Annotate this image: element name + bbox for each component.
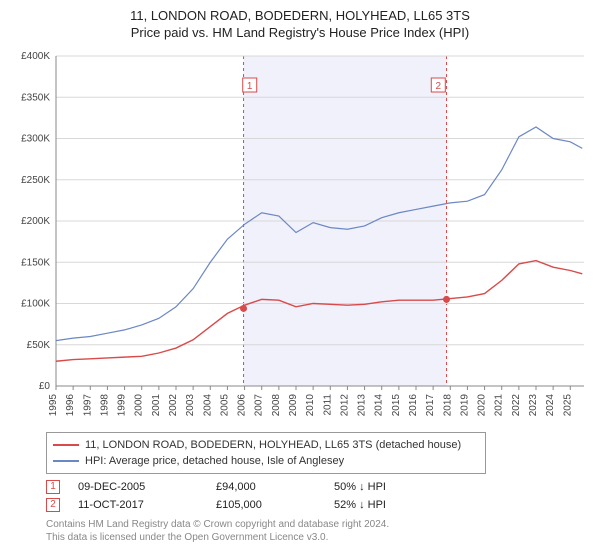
svg-text:£250K: £250K [21, 175, 50, 186]
svg-text:2008: 2008 [271, 394, 282, 417]
svg-text:2013: 2013 [357, 394, 368, 417]
svg-text:2020: 2020 [477, 394, 488, 417]
svg-text:£350K: £350K [21, 92, 50, 103]
svg-text:2024: 2024 [545, 394, 556, 417]
svg-text:1999: 1999 [117, 394, 128, 417]
marker-badge: 1 [46, 480, 60, 494]
footnote-line: This data is licensed under the Open Gov… [46, 531, 590, 544]
svg-text:2005: 2005 [219, 394, 230, 417]
marker-row: 1 09-DEC-2005 £94,000 50% ↓ HPI [46, 478, 590, 496]
svg-text:£150K: £150K [21, 257, 50, 268]
legend-swatch [53, 444, 79, 446]
svg-text:2007: 2007 [254, 394, 265, 417]
svg-text:2025: 2025 [562, 394, 573, 417]
legend-swatch [53, 460, 79, 462]
chart-container: { "titles": { "main": "11, LONDON ROAD, … [0, 0, 600, 550]
svg-text:2015: 2015 [391, 394, 402, 417]
marker-pct: 50% ↓ HPI [334, 481, 434, 493]
legend-label: HPI: Average price, detached house, Isle… [85, 455, 344, 467]
svg-text:2012: 2012 [339, 394, 350, 417]
svg-text:2003: 2003 [185, 394, 196, 417]
footnote-line: Contains HM Land Registry data © Crown c… [46, 518, 590, 531]
svg-text:2022: 2022 [511, 394, 522, 417]
svg-text:£400K: £400K [21, 51, 50, 62]
svg-text:2002: 2002 [168, 394, 179, 417]
marker-date: 09-DEC-2005 [78, 481, 198, 493]
svg-text:£0: £0 [39, 381, 51, 392]
svg-text:£200K: £200K [21, 216, 50, 227]
svg-text:1: 1 [247, 81, 253, 92]
footnote: Contains HM Land Registry data © Crown c… [46, 518, 590, 544]
svg-text:2018: 2018 [442, 394, 453, 417]
chart-titles: 11, LONDON ROAD, BODEDERN, HOLYHEAD, LL6… [10, 8, 590, 40]
svg-text:1997: 1997 [82, 394, 93, 417]
title-main: 11, LONDON ROAD, BODEDERN, HOLYHEAD, LL6… [10, 8, 590, 23]
svg-text:£100K: £100K [21, 299, 50, 310]
svg-text:1995: 1995 [48, 394, 59, 417]
legend: 11, LONDON ROAD, BODEDERN, HOLYHEAD, LL6… [46, 432, 486, 474]
marker-date: 11-OCT-2017 [78, 499, 198, 511]
svg-text:2001: 2001 [151, 394, 162, 417]
svg-text:2014: 2014 [374, 394, 385, 417]
svg-text:2004: 2004 [202, 394, 213, 417]
title-sub: Price paid vs. HM Land Registry's House … [10, 25, 590, 40]
legend-label: 11, LONDON ROAD, BODEDERN, HOLYHEAD, LL6… [85, 439, 461, 451]
svg-text:2021: 2021 [494, 394, 505, 417]
svg-text:2: 2 [436, 81, 442, 92]
legend-item-price-paid: 11, LONDON ROAD, BODEDERN, HOLYHEAD, LL6… [53, 437, 479, 453]
chart-svg: £0 £50K £100K £150K £200K £250K £300K £350K £400… [10, 46, 590, 426]
svg-text:1996: 1996 [65, 394, 76, 417]
marker-row: 2 11-OCT-2017 £105,000 52% ↓ HPI [46, 496, 590, 514]
svg-text:2023: 2023 [528, 394, 539, 417]
svg-text:2006: 2006 [237, 394, 248, 417]
svg-text:2000: 2000 [134, 394, 145, 417]
marker-price: £105,000 [216, 499, 316, 511]
svg-text:£300K: £300K [21, 134, 50, 145]
svg-text:2010: 2010 [305, 394, 316, 417]
legend-item-hpi: HPI: Average price, detached house, Isle… [53, 453, 479, 469]
marker-pct: 52% ↓ HPI [334, 499, 434, 511]
markers-table: 1 09-DEC-2005 £94,000 50% ↓ HPI 2 11-OCT… [46, 478, 590, 514]
svg-text:2016: 2016 [408, 394, 419, 417]
svg-text:£50K: £50K [27, 340, 51, 351]
marker-badge: 2 [46, 498, 60, 512]
marker-price: £94,000 [216, 481, 316, 493]
svg-text:1998: 1998 [99, 394, 110, 417]
svg-text:2009: 2009 [288, 394, 299, 417]
svg-text:2011: 2011 [322, 394, 333, 416]
line-chart: £0 £50K £100K £150K £200K £250K £300K £350K £400… [10, 46, 590, 426]
svg-text:2017: 2017 [425, 394, 436, 417]
svg-text:2019: 2019 [459, 394, 470, 417]
